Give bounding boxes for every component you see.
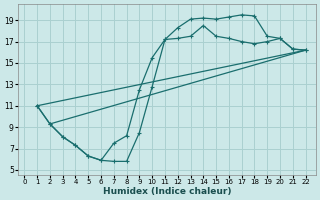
- X-axis label: Humidex (Indice chaleur): Humidex (Indice chaleur): [103, 187, 231, 196]
